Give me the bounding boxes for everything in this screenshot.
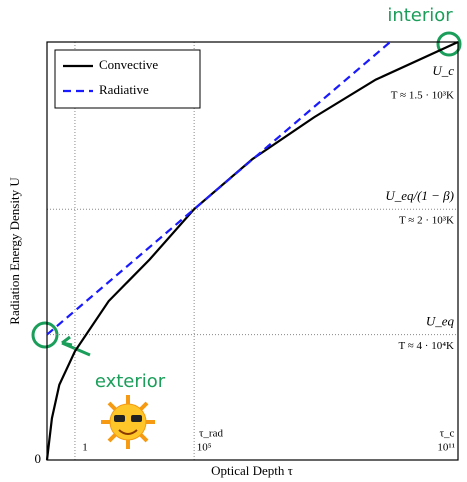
arrow — [61, 335, 91, 357]
x-tick-symbol: τ_c — [440, 428, 455, 440]
x-tick-label: 10⁵ — [197, 442, 212, 454]
y-tick-label: 0 — [35, 451, 42, 466]
y-tick-label: U_eq/(1 − β) — [385, 188, 454, 203]
y-axis-label: Radiation Energy Density U — [7, 177, 22, 325]
x-tick-label: 1 — [82, 442, 88, 454]
annotation: exterior — [95, 371, 166, 392]
annotation: interior — [387, 5, 453, 26]
y-tick-label: U_c — [432, 63, 454, 78]
plot-frame — [46, 41, 459, 461]
series-line — [46, 41, 391, 336]
highlight-circle — [436, 31, 462, 57]
legend-label: Radiative — [99, 82, 149, 97]
y-tick-note: T ≈ 1.5 · 10³K — [391, 90, 454, 102]
x-axis-label: Optical Depth τ — [211, 463, 293, 478]
x-tick-symbol: τ_rad — [199, 428, 223, 440]
y-tick-note: T ≈ 2 · 10³K — [399, 215, 454, 227]
legend-box — [54, 49, 201, 109]
legend-label: Convective — [99, 57, 158, 72]
series-line — [45, 40, 459, 461]
x-tick-label: 10¹¹ — [437, 442, 455, 454]
y-tick-label: U_eq — [426, 314, 455, 329]
sun-icon — [101, 395, 155, 449]
y-tick-note: T ≈ 4 · 10⁴K — [399, 340, 455, 352]
